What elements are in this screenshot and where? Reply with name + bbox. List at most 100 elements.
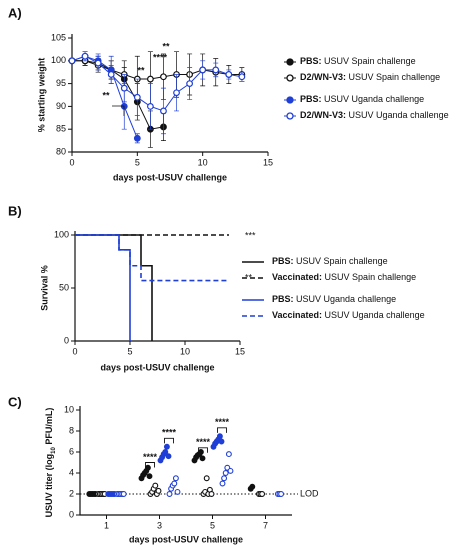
panel-label: A) xyxy=(8,5,22,20)
data-point xyxy=(208,491,215,497)
legend-marker xyxy=(286,58,294,66)
y-tick-label: 10 xyxy=(64,404,74,414)
data-point xyxy=(166,491,173,497)
data-point xyxy=(160,73,167,81)
data-point xyxy=(165,453,172,460)
data-point xyxy=(120,491,127,497)
data-point xyxy=(160,107,167,115)
legend-marker xyxy=(286,112,294,120)
data-point xyxy=(107,71,115,78)
legend-label: Vaccinated: USUV Uganda challenge xyxy=(272,310,425,320)
legend-name: USUV Spain challenge xyxy=(324,56,416,66)
survival-curve xyxy=(75,234,153,341)
y-label-part: 10 xyxy=(51,446,57,453)
significance-bracket xyxy=(217,427,227,433)
x-tick-label: 15 xyxy=(263,157,273,167)
data-point xyxy=(218,438,225,445)
significance: **** xyxy=(215,417,230,427)
lod-label: LOD xyxy=(300,488,319,498)
data-point xyxy=(278,491,285,497)
data-point xyxy=(225,71,233,78)
data-point xyxy=(133,93,141,101)
x-tick-label: 0 xyxy=(69,157,74,167)
y-tick-label: 2 xyxy=(69,488,74,498)
legend-label: D2/WN-V3: USUV Spain challenge xyxy=(300,72,440,82)
legend-label: Vaccinated: USUV Spain challenge xyxy=(272,272,416,282)
data-point xyxy=(199,66,207,74)
legend-bold: PBS: xyxy=(272,256,294,266)
legend-bold: PBS: xyxy=(300,94,322,104)
data-point xyxy=(94,59,102,67)
survival-curve xyxy=(75,234,131,341)
x-tick-label: 7 xyxy=(263,520,268,530)
y-label-part: PFU/mL) xyxy=(44,408,54,448)
x-tick-label: 5 xyxy=(135,157,140,167)
significance: ** xyxy=(102,90,110,100)
significance: ** xyxy=(162,41,170,51)
legend-marker xyxy=(286,96,294,104)
x-tick-label: 5 xyxy=(210,520,215,530)
significance: ** xyxy=(137,65,145,75)
y-tick-label: 0 xyxy=(64,335,69,345)
legend-bold: PBS: xyxy=(272,294,294,304)
legend-bold: D2/WN-V3: xyxy=(300,72,346,82)
y-tick-label: 90 xyxy=(56,101,66,111)
legend-label: PBS: USUV Uganda challenge xyxy=(272,294,396,304)
x-tick-label: 5 xyxy=(127,346,132,356)
panel-label: B) xyxy=(8,203,22,218)
data-point xyxy=(133,134,141,142)
y-label-part: USUV titer (log xyxy=(44,454,54,518)
data-point xyxy=(163,443,170,450)
data-point xyxy=(171,480,178,487)
data-point xyxy=(120,84,128,92)
data-point xyxy=(162,449,169,455)
y-tick-label: 100 xyxy=(51,55,66,65)
data-point xyxy=(146,102,154,110)
significance: **** xyxy=(196,437,211,447)
y-tick-label: 105 xyxy=(51,32,66,42)
significance-bracket xyxy=(112,105,125,116)
data-point xyxy=(221,475,228,482)
legend-bold: Vaccinated: xyxy=(272,310,322,320)
legend-name: USUV Uganda challenge xyxy=(296,294,396,304)
legend-name: USUV Spain challenge xyxy=(325,272,417,282)
data-point xyxy=(146,75,154,83)
significance-bracket xyxy=(145,462,155,468)
legend-label: PBS: USUV Uganda challenge xyxy=(300,94,424,104)
data-point xyxy=(173,89,180,97)
data-point xyxy=(212,66,220,74)
legend-name: USUV Spain challenge xyxy=(296,256,388,266)
y-tick-label: 8 xyxy=(69,425,74,435)
data-point xyxy=(227,467,234,474)
y-tick-label: 6 xyxy=(69,446,74,456)
data-point xyxy=(146,473,153,480)
x-axis-label: days post-USUV challenge xyxy=(113,172,227,182)
data-point xyxy=(81,52,89,60)
y-axis-label: USUV titer (log10 PFU/mL) xyxy=(44,408,56,518)
x-axis-label: days post-USUV challenge xyxy=(100,362,214,372)
legend-marker xyxy=(286,74,294,82)
significance-bracket xyxy=(198,447,208,453)
significance: **** xyxy=(162,428,177,438)
data-point xyxy=(259,491,266,497)
data-point xyxy=(155,487,162,494)
significance: **** xyxy=(153,52,168,62)
axis xyxy=(74,231,240,342)
axis xyxy=(71,34,268,153)
y-axis-label: Survival % xyxy=(39,265,49,311)
data-point xyxy=(219,480,226,487)
data-point xyxy=(249,483,256,490)
data-point xyxy=(172,475,179,482)
x-tick-label: 3 xyxy=(157,520,162,530)
data-point xyxy=(238,73,246,81)
x-tick-label: 1 xyxy=(104,520,109,530)
data-point xyxy=(144,464,151,471)
x-axis-label: days post-USUV challenge xyxy=(129,534,243,544)
y-tick-label: 0 xyxy=(69,509,74,519)
legend-bold: PBS: xyxy=(300,56,322,66)
x-tick-label: 10 xyxy=(198,157,208,167)
data-point xyxy=(203,475,210,482)
y-tick-label: 100 xyxy=(54,229,69,239)
y-tick-label: 4 xyxy=(69,467,74,477)
